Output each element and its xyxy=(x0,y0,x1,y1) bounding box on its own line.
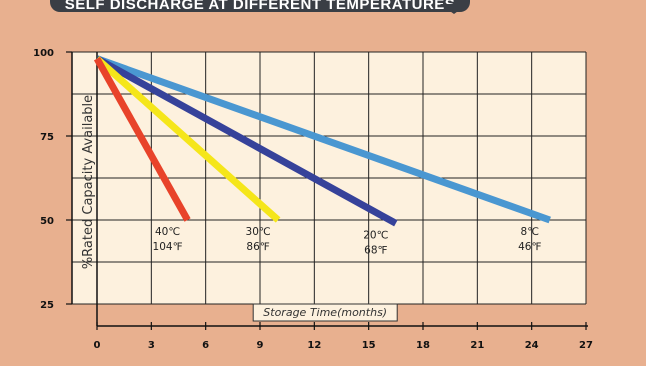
x-tick-label: 9 xyxy=(257,340,264,351)
y-tick-label: 75 xyxy=(40,132,54,143)
x-axis-label-box xyxy=(252,303,398,322)
series-labels: 40℃ 104℉ 30℃ 86℉ 20℃ 68℉ 8℃ 46℉ xyxy=(153,226,542,256)
x-tick-label: 3 xyxy=(148,340,155,351)
series-label-celsius: 30℃ xyxy=(246,226,271,238)
series-label-fahrenheit: 46℉ xyxy=(518,241,541,253)
series-label-celsius: 40℃ xyxy=(155,226,180,238)
series-line xyxy=(94,56,281,223)
chart-title-banner: SELF DISCHARGE AT DIFFERENT TEMPERATURES xyxy=(50,0,470,12)
series-line xyxy=(95,55,551,224)
series-label-celsius: 20℃ xyxy=(363,229,388,241)
banner-pointer xyxy=(440,4,468,14)
y-tick-label: 50 xyxy=(40,216,54,227)
axes xyxy=(66,51,588,330)
series-label-celsius: 8℃ xyxy=(521,226,539,238)
x-tick-label: 0 xyxy=(94,340,101,351)
x-tick-label: 21 xyxy=(470,340,484,351)
x-tick-label: 6 xyxy=(202,340,209,351)
x-tick-label: 27 xyxy=(579,340,593,351)
series-lines xyxy=(93,55,551,227)
tick-labels: 0 3 6 9 12 15 18 21 24 27 25 50 75 100 xyxy=(33,48,593,351)
series-line xyxy=(93,57,191,222)
x-axis-label: Storage Time(months) xyxy=(263,306,387,319)
y-axis-label: %Rated Capacity Available xyxy=(81,95,96,269)
x-tick-label: 18 xyxy=(416,340,430,351)
series-label-fahrenheit: 86℉ xyxy=(246,241,269,253)
x-tick-label: 12 xyxy=(307,340,321,351)
series-label-fahrenheit: 68℉ xyxy=(364,244,387,256)
series-line xyxy=(95,55,398,227)
y-tick-label: 25 xyxy=(40,300,54,311)
x-tick-label: 24 xyxy=(525,340,539,351)
x-tick-label: 15 xyxy=(362,340,376,351)
series-label-fahrenheit: 104℉ xyxy=(153,241,183,253)
y-tick-label: 100 xyxy=(33,48,54,59)
